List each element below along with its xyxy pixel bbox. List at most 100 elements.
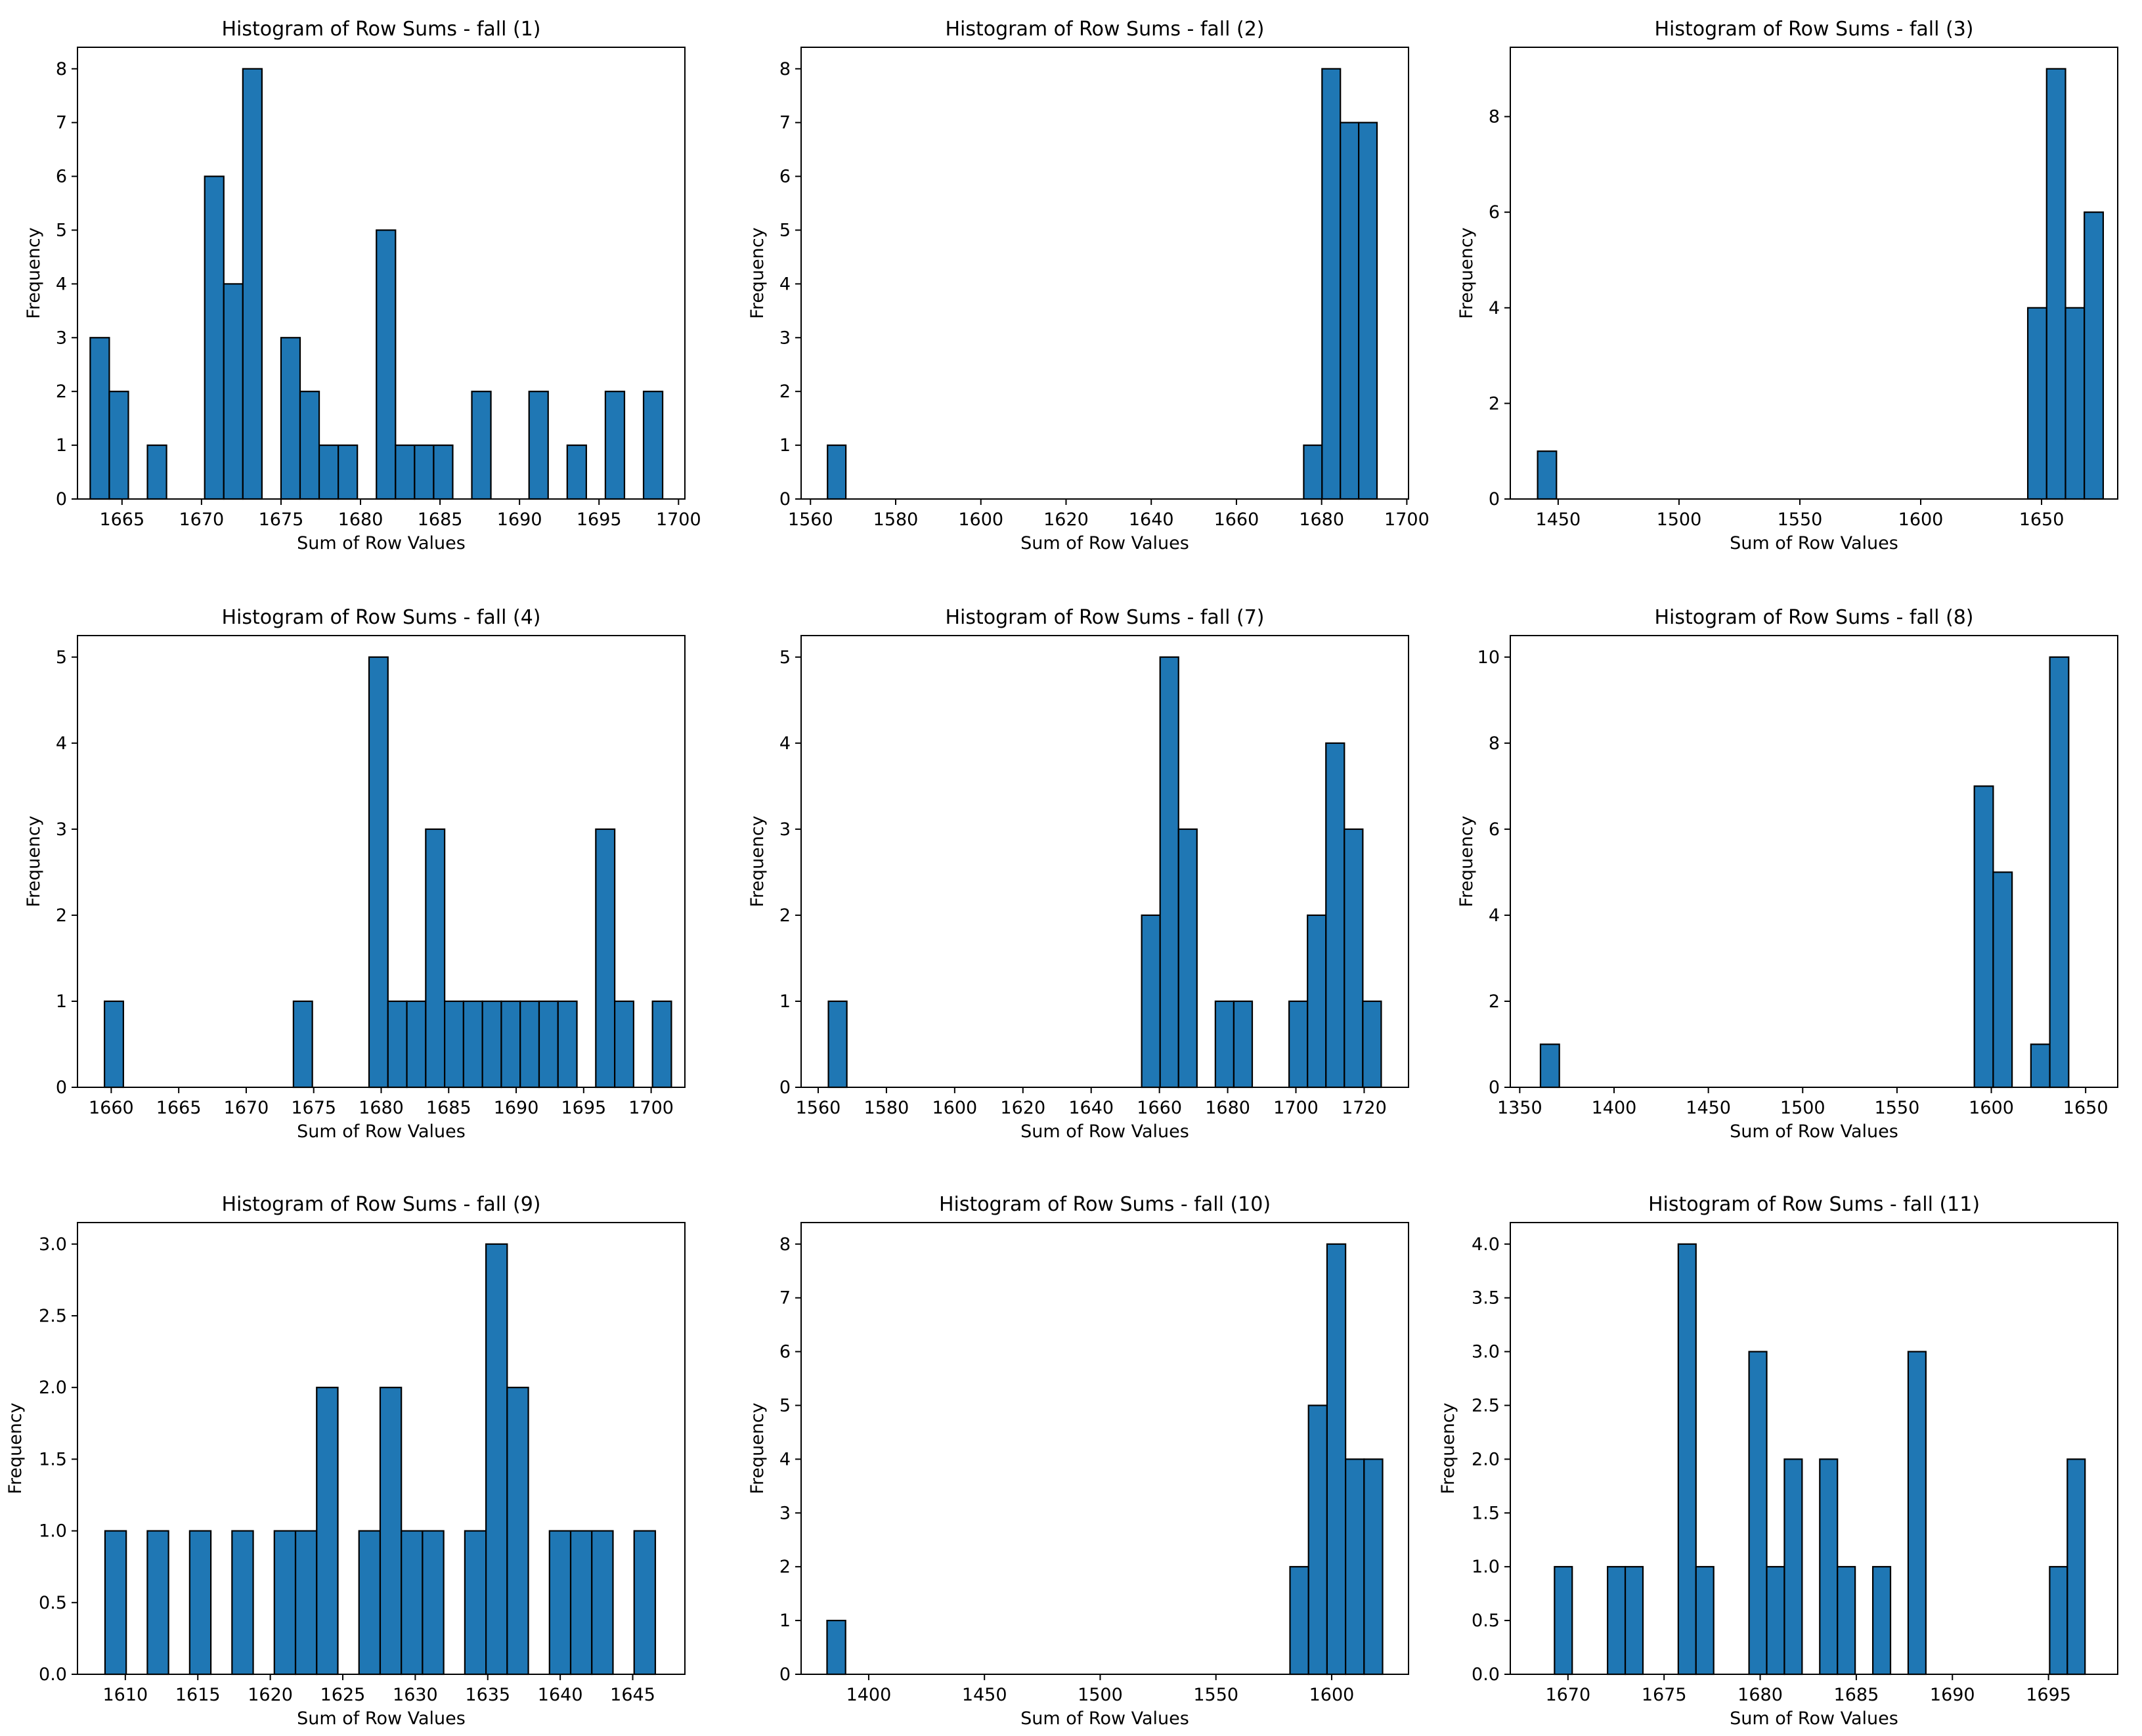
x-tick-label: 1690 [494, 1098, 539, 1118]
x-tick-label: 1620 [1000, 1098, 1045, 1118]
histogram-bar [2065, 307, 2086, 500]
x-tick-label: 1670 [1545, 1685, 1590, 1705]
x-tick-label: 1600 [958, 510, 1003, 530]
histogram-bar [1345, 1458, 1365, 1676]
y-tick-label: 0 [56, 489, 67, 510]
y-tick-label: 1 [779, 435, 791, 456]
subplot-3: 1450 1500 1550 1600 1650 0 2 4 6 8 Histogram of Ro… [1456, 18, 2118, 553]
x-tick-label: 1665 [156, 1098, 202, 1118]
histogram-bar [1992, 871, 2013, 1089]
x-tick-label: 1690 [1930, 1685, 1975, 1705]
x-tick-label: 1640 [1068, 1098, 1114, 1118]
histogram-bar [387, 1000, 408, 1089]
y-tick-label: 7 [56, 113, 67, 133]
histogram-bar [1141, 914, 1161, 1089]
histogram-bar [299, 391, 320, 500]
histogram-bar [2045, 68, 2066, 500]
histogram-bar [1177, 828, 1198, 1089]
histogram-bar [1289, 1566, 1309, 1676]
x-tick-label: 1675 [1642, 1685, 1687, 1705]
histogram-bar [1871, 1566, 1892, 1676]
histogram-bar [1748, 1351, 1768, 1676]
x-axis-label: Sum of Row Values [297, 1708, 466, 1729]
subplot-2: 1560 1580 1600 1620 1640 1660 1680 1700 0 1 2 3 4 5 6 7… [747, 18, 1430, 553]
y-tick-label: 8 [779, 1234, 791, 1255]
x-tick-label: 1600 [932, 1098, 977, 1118]
histogram-bar [2084, 211, 2105, 500]
y-tick-label: 1 [56, 435, 67, 456]
x-tick-label: 1650 [2063, 1098, 2109, 1118]
histogram-bar [401, 1530, 424, 1676]
histogram-bar [500, 1000, 521, 1089]
histogram-bar [1783, 1458, 1803, 1676]
x-tick-label: 1700 [1384, 510, 1430, 530]
y-tick-label: 2.0 [39, 1378, 67, 1398]
histogram-bar [2066, 1458, 2086, 1676]
x-tick-label: 1675 [291, 1098, 336, 1118]
x-tick-label: 1685 [1834, 1685, 1879, 1705]
histogram-bar [633, 1530, 657, 1676]
y-axis-label: Frequency [1456, 815, 1477, 907]
histogram-bar [1607, 1566, 1627, 1676]
y-tick-label: 0 [1489, 489, 1500, 510]
histogram-bar [1288, 1000, 1309, 1089]
x-axis-label: Sum of Row Values [1020, 1708, 1189, 1729]
histogram-bar [146, 444, 167, 500]
x-axis-label: Sum of Row Values [1730, 1121, 1898, 1142]
x-tick-label: 1625 [320, 1685, 366, 1705]
histogram-bar [1837, 1566, 1856, 1676]
y-tick-label: 7 [779, 1288, 791, 1309]
chart-title: Histogram of Row Sums - fall (2) [946, 18, 1265, 41]
x-tick-label: 1675 [259, 510, 304, 530]
x-axis-label: Sum of Row Values [1730, 533, 1898, 553]
x-tick-label: 1680 [359, 1098, 404, 1118]
y-tick-label: 0 [56, 1077, 67, 1098]
x-tick-label: 1550 [1193, 1685, 1238, 1705]
y-tick-label: 1.5 [39, 1449, 67, 1469]
histogram-bar [827, 1000, 848, 1089]
x-tick-label: 1670 [224, 1098, 269, 1118]
histogram-bar [2030, 1043, 2051, 1089]
histogram-bar [242, 68, 263, 500]
histogram-bar [422, 1530, 445, 1676]
subplot-9: 1670 1675 1680 1685 1690 1695 0.0 0.5 1.0 1.5 2.0 2… [1438, 1193, 2118, 1729]
y-tick-label: 1 [56, 991, 67, 1012]
y-tick-label: 3 [779, 819, 791, 840]
y-tick-label: 3.5 [1472, 1288, 1500, 1309]
histogram-bar [395, 444, 416, 500]
histogram-bar [231, 1530, 254, 1676]
histogram-bar [557, 1000, 578, 1089]
y-tick-label: 4 [779, 1449, 791, 1469]
y-tick-label: 5 [779, 647, 791, 668]
histogram-bar [425, 828, 446, 1089]
histogram-bar [519, 1000, 540, 1089]
histogram-bar [318, 444, 339, 500]
histogram-bar [485, 1243, 508, 1676]
x-tick-label: 1550 [1875, 1098, 1920, 1118]
histogram-bar [1159, 656, 1179, 1089]
x-tick-label: 1685 [418, 510, 463, 530]
histogram-bar [1907, 1351, 1927, 1676]
histogram-bar [104, 1000, 124, 1089]
y-tick-label: 0 [779, 489, 791, 510]
y-tick-label: 0 [779, 1664, 791, 1685]
histogram-bar [358, 1530, 382, 1676]
histogram-bar [1233, 1000, 1254, 1089]
x-tick-label: 1580 [864, 1098, 909, 1118]
histogram-bar [538, 1000, 559, 1089]
histogram-bar [642, 391, 664, 500]
chart-title: Histogram of Row Sums - fall (10) [939, 1193, 1271, 1216]
histogram-bar [433, 444, 454, 500]
x-axis-label: Sum of Row Values [1730, 1708, 1898, 1729]
histogram-bar [1819, 1458, 1839, 1676]
y-tick-label: 5 [56, 647, 67, 668]
x-tick-label: 1450 [962, 1685, 1007, 1705]
x-tick-label: 1500 [1657, 510, 1702, 530]
histogram-bar [1677, 1243, 1697, 1676]
x-tick-label: 1660 [1214, 510, 1259, 530]
chart-title: Histogram of Row Sums - fall (4) [222, 606, 541, 629]
histogram-bar [204, 175, 225, 500]
y-tick-label: 0.5 [1472, 1611, 1500, 1631]
histogram-bar [1766, 1566, 1785, 1676]
